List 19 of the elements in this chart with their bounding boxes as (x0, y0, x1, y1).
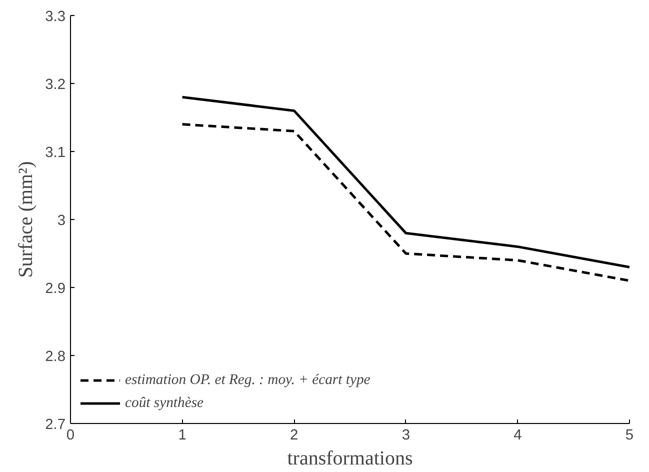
line-series (181, 96, 630, 268)
y-tick-label: 2.7 (45, 417, 66, 433)
x-tick-label: 2 (290, 428, 298, 444)
y-tick-label: 3.3 (45, 9, 66, 25)
y-tick-label: 3 (57, 213, 66, 229)
x-tick-label: 4 (514, 428, 522, 444)
y-tick-label: 3.1 (45, 145, 66, 161)
legend-label: estimation OP. et Reg. : moy. + écart type (125, 372, 370, 388)
x-tick-label: 5 (625, 428, 634, 444)
x-tick-label: 3 (402, 428, 410, 444)
line-series (181, 123, 630, 282)
x-axis-title: transformations (287, 448, 413, 470)
x-tick-label: 0 (66, 428, 75, 444)
y-tick-label: 3.2 (45, 77, 66, 93)
x-tick-label: 1 (178, 428, 186, 444)
legend-label: coût synthèse (125, 394, 204, 412)
y-tick-label: 2.9 (45, 281, 66, 297)
y-tick-label: 2.8 (45, 349, 66, 365)
y-axis-title: Surface (mm²) (15, 161, 38, 278)
